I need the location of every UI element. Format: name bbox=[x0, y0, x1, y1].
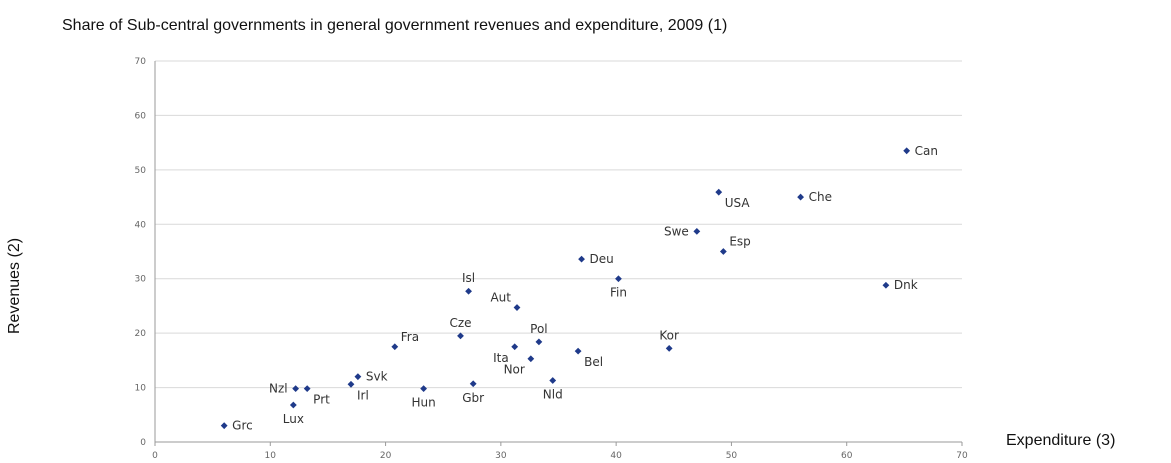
y-tick-label: 20 bbox=[135, 329, 147, 339]
y-tick-label: 0 bbox=[140, 438, 146, 448]
data-point-nld bbox=[549, 377, 557, 384]
point-label-gbr: Gbr bbox=[462, 391, 484, 405]
x-tick-label: 20 bbox=[380, 451, 392, 461]
data-point-fra bbox=[391, 343, 399, 351]
x-tick-label: 0 bbox=[152, 451, 158, 461]
point-label-pol: Pol bbox=[530, 322, 547, 336]
point-label-cze: Cze bbox=[449, 316, 471, 330]
point-label-grc: Grc bbox=[232, 419, 253, 433]
y-tick-label: 60 bbox=[135, 111, 147, 121]
point-label-lux: Lux bbox=[283, 412, 304, 426]
data-point-grc bbox=[220, 422, 228, 430]
gridlines bbox=[155, 60, 962, 443]
data-point-cze bbox=[457, 332, 464, 340]
x-tick-label: 10 bbox=[265, 451, 277, 461]
data-point-aut bbox=[513, 304, 521, 311]
data-point-isl bbox=[465, 287, 472, 295]
data-point-swe bbox=[693, 227, 701, 235]
point-label-deu: Deu bbox=[590, 252, 614, 266]
point-labels: Grc Lux Nzl Prt Irl Svk Fra Hun Cze Isl Gbr Ita Aut N… bbox=[232, 144, 938, 433]
point-label-bel: Bel bbox=[584, 355, 603, 369]
point-label-can: Can bbox=[915, 144, 938, 158]
point-label-che: Che bbox=[809, 190, 832, 204]
point-label-nzl: Nzl bbox=[269, 382, 288, 396]
point-label-prt: Prt bbox=[313, 393, 330, 407]
point-label-irl: Irl bbox=[357, 388, 369, 402]
point-label-hun: Hun bbox=[411, 396, 435, 410]
data-point-bel bbox=[574, 347, 582, 355]
data-point-fin bbox=[615, 275, 622, 283]
data-point-nzl bbox=[292, 385, 300, 393]
y-tick-label: 70 bbox=[135, 57, 147, 67]
x-tick-label: 30 bbox=[495, 451, 507, 461]
data-point-dnk bbox=[882, 281, 890, 289]
data-point-gbr bbox=[469, 380, 477, 388]
data-point-ita bbox=[511, 343, 519, 351]
point-label-dnk: Dnk bbox=[894, 278, 918, 292]
point-label-kor: Kor bbox=[659, 328, 679, 342]
chart-title: Share of Sub-central governments in gene… bbox=[62, 17, 728, 34]
point-label-isl: Isl bbox=[462, 271, 475, 285]
x-tick-label: 40 bbox=[610, 451, 622, 461]
x-axis-label: Expenditure (3) bbox=[1006, 432, 1116, 449]
y-tick-label: 30 bbox=[135, 275, 147, 285]
data-point-esp bbox=[719, 248, 727, 255]
data-point-irl bbox=[347, 380, 355, 388]
y-tick-label: 40 bbox=[135, 220, 147, 230]
data-point-pol bbox=[535, 338, 543, 346]
data-point-svk bbox=[354, 373, 362, 381]
y-tick-label: 50 bbox=[135, 166, 147, 176]
x-tick-label: 50 bbox=[726, 451, 738, 461]
axes: 0 10 20 30 40 50 60 70 0 10 20 30 40 50 60 70 bbox=[135, 57, 968, 461]
data-point-can bbox=[903, 147, 911, 155]
x-tick-label: 60 bbox=[841, 451, 853, 461]
data-point-nor bbox=[527, 355, 535, 363]
data-point-che bbox=[797, 193, 804, 201]
point-label-swe: Swe bbox=[664, 224, 689, 238]
point-label-fin: Fin bbox=[610, 286, 627, 300]
point-label-nor: Nor bbox=[504, 363, 525, 377]
data-points bbox=[220, 147, 911, 430]
point-label-svk: Svk bbox=[366, 370, 388, 384]
data-point-hun bbox=[420, 385, 428, 393]
point-label-usa: USA bbox=[725, 196, 751, 210]
point-label-ita: Ita bbox=[493, 351, 509, 365]
data-point-deu bbox=[578, 255, 585, 263]
point-label-esp: Esp bbox=[729, 235, 750, 249]
point-label-nld: Nld bbox=[543, 387, 563, 401]
data-point-lux bbox=[289, 401, 297, 409]
data-point-prt bbox=[303, 385, 311, 393]
data-point-kor bbox=[665, 344, 673, 352]
y-tick-label: 10 bbox=[135, 384, 147, 394]
data-point-usa bbox=[715, 188, 723, 196]
point-label-fra: Fra bbox=[401, 330, 419, 344]
x-tick-label: 70 bbox=[956, 451, 968, 461]
point-label-aut: Aut bbox=[490, 291, 511, 305]
